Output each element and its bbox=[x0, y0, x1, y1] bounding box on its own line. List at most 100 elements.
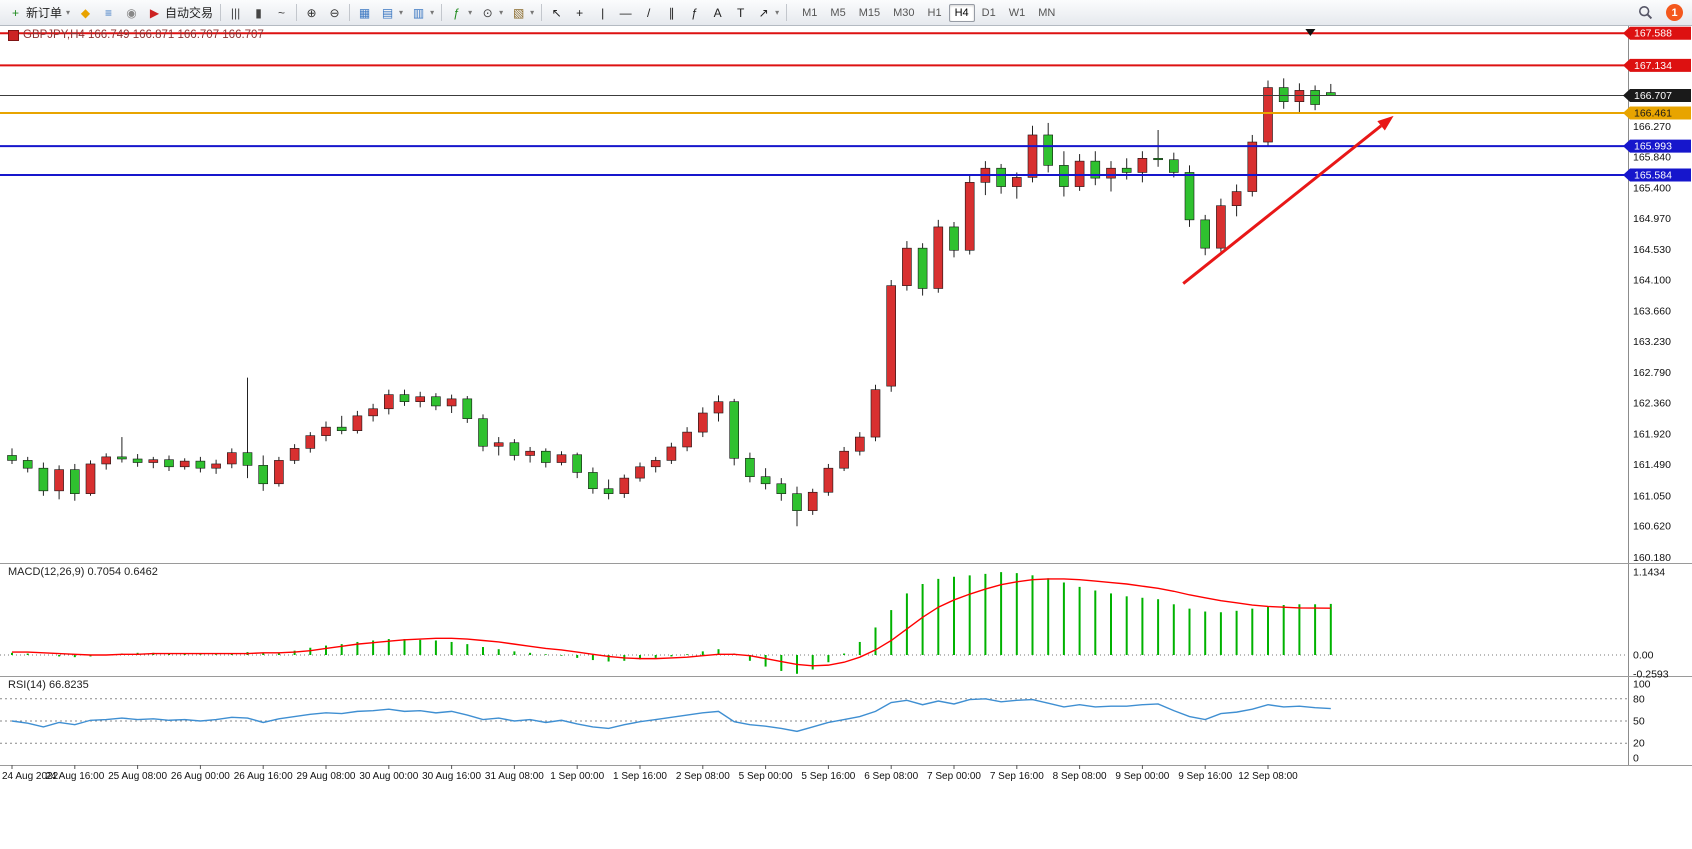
candle bbox=[964, 182, 975, 251]
y-axis-label: 160.620 bbox=[1633, 521, 1671, 533]
toolbar-separator bbox=[786, 4, 788, 21]
toolbar-separator bbox=[541, 4, 543, 21]
chart-shift-marker[interactable] bbox=[1305, 29, 1316, 36]
candle bbox=[572, 454, 583, 473]
x-axis-label: 5 Sep 00:00 bbox=[739, 771, 793, 782]
channel-icon: ∥ bbox=[668, 5, 675, 20]
candle bbox=[415, 396, 426, 402]
text-button[interactable]: A bbox=[706, 2, 729, 24]
periods-icon: ⊙ bbox=[482, 5, 493, 20]
candlestick-mode-button[interactable]: ▮ bbox=[247, 2, 270, 24]
candle bbox=[760, 476, 771, 485]
timeframe-m15[interactable]: M15 bbox=[858, 6, 881, 19]
timeframe-w1[interactable]: W1 bbox=[1008, 6, 1026, 19]
zoom-out-button[interactable]: ⊖ bbox=[323, 2, 346, 24]
candle bbox=[336, 426, 347, 431]
profiles-button[interactable]: ▥ ▾ bbox=[407, 2, 438, 24]
candle bbox=[870, 389, 881, 438]
y-axis-label: 160.180 bbox=[1633, 552, 1671, 564]
candle bbox=[1011, 177, 1022, 187]
x-axis-label: 6 Sep 08:00 bbox=[864, 771, 918, 782]
chart-svg[interactable]: 166.270 165.840 165.400 164.970 164.530 164.1… bbox=[0, 26, 1692, 849]
timeframe-m1[interactable]: M1 bbox=[802, 6, 818, 19]
refresh-button[interactable]: ◉ bbox=[120, 2, 143, 24]
line-chart-mode-button[interactable]: ~ bbox=[270, 2, 293, 24]
tile-windows-button[interactable]: ▦ bbox=[353, 2, 376, 24]
y-axis-label: 161.490 bbox=[1633, 459, 1671, 471]
arrows-button[interactable]: ↗ ▾ bbox=[752, 2, 783, 24]
candle bbox=[399, 394, 410, 402]
chart-title-text: GBPJPY,H4 166.749 166.871 166.707 166.70… bbox=[23, 29, 264, 41]
candle bbox=[854, 436, 865, 452]
candle bbox=[949, 226, 959, 251]
vertical-line-button[interactable]: | bbox=[591, 2, 614, 24]
y-axis-label: 163.660 bbox=[1633, 306, 1671, 318]
price-badge-label: 167.588 bbox=[1634, 28, 1672, 40]
new-chart-button[interactable]: ▤ ▾ bbox=[376, 2, 407, 24]
text-label-button[interactable]: T bbox=[729, 2, 752, 24]
price-badge bbox=[1623, 168, 1691, 182]
new-order-button[interactable]: + 新订单 ▾ bbox=[4, 2, 74, 24]
price-badge bbox=[1623, 89, 1691, 103]
candle bbox=[258, 465, 269, 485]
x-axis-label: 31 Aug 08:00 bbox=[485, 771, 544, 782]
crosshair-button[interactable]: + bbox=[568, 2, 591, 24]
candle bbox=[1247, 141, 1258, 192]
zoom-in-button[interactable]: ⊕ bbox=[300, 2, 323, 24]
autotrading-icon: ▶ bbox=[149, 5, 160, 20]
mql5-community-button[interactable]: ◆ bbox=[74, 2, 97, 24]
y-axis-label: 163.230 bbox=[1633, 336, 1671, 348]
channel-button[interactable]: ∥ bbox=[660, 2, 683, 24]
cursor-button[interactable]: ↖ bbox=[545, 2, 568, 24]
profiles-icon: ▥ bbox=[412, 5, 425, 20]
candle bbox=[635, 466, 645, 479]
candle bbox=[274, 460, 284, 485]
price-badge-label: 166.461 bbox=[1634, 107, 1672, 119]
data-window-button[interactable]: ≡ bbox=[97, 2, 120, 24]
timeframe-h1[interactable]: H1 bbox=[927, 6, 942, 19]
price-badge-label: 166.707 bbox=[1634, 90, 1672, 102]
trendline-button[interactable]: / bbox=[637, 2, 660, 24]
candle bbox=[1231, 191, 1242, 207]
trend-arrow[interactable] bbox=[1182, 124, 1383, 285]
fibonacci-button[interactable]: ƒ bbox=[683, 2, 706, 24]
new-chart-icon: ▤ bbox=[381, 5, 394, 20]
indicators-button[interactable]: ƒ ▾ bbox=[445, 2, 476, 24]
candle bbox=[792, 493, 802, 511]
bar-chart-mode-button[interactable]: ||| bbox=[224, 2, 247, 24]
templates-button[interactable]: ▧ ▾ bbox=[507, 2, 538, 24]
autotrading-button-label: 自动交易 bbox=[165, 6, 214, 20]
autotrading-button[interactable]: ▶ 自动交易 bbox=[143, 2, 217, 24]
x-axis-label: 26 Aug 16:00 bbox=[234, 771, 293, 782]
timeframe-mn[interactable]: MN bbox=[1038, 6, 1056, 19]
x-axis-label: 12 Sep 08:00 bbox=[1238, 771, 1298, 782]
timeframe-h4[interactable]: H4 bbox=[948, 3, 975, 22]
text-icon: A bbox=[713, 5, 722, 20]
candle bbox=[7, 455, 17, 461]
search-button[interactable] bbox=[1634, 2, 1657, 24]
candle bbox=[132, 458, 143, 463]
toolbar-separator bbox=[349, 4, 351, 21]
candle bbox=[383, 394, 394, 410]
horizontal-line-button[interactable]: — bbox=[614, 2, 637, 24]
toolbar-separator bbox=[220, 4, 222, 21]
candle bbox=[368, 408, 378, 417]
timeframe-group: M1 M5 M15 M30 H1 H4 D1 W1 MN bbox=[796, 3, 1061, 22]
y-axis-label: 161.920 bbox=[1633, 429, 1671, 441]
timeframe-m30[interactable]: M30 bbox=[893, 6, 915, 19]
price-badge bbox=[1623, 26, 1691, 40]
x-axis-label: 7 Sep 16:00 bbox=[990, 771, 1044, 782]
caret-down-icon: ▾ bbox=[66, 8, 71, 17]
timeframe-d1[interactable]: D1 bbox=[981, 6, 996, 19]
timeframe-m5[interactable]: M5 bbox=[830, 6, 846, 19]
candle bbox=[1027, 134, 1038, 178]
horizontal-line-icon: — bbox=[619, 5, 632, 20]
new-order-button-label: 新订单 bbox=[26, 6, 63, 20]
notification-badge[interactable]: 1 bbox=[1666, 4, 1683, 21]
candle bbox=[902, 247, 912, 286]
periods-button[interactable]: ⊙ ▾ bbox=[476, 2, 507, 24]
candle bbox=[745, 457, 755, 477]
x-axis-label: 24 Aug 2022 bbox=[2, 771, 59, 782]
x-axis-label: 26 Aug 00:00 bbox=[171, 771, 230, 782]
candle bbox=[211, 463, 221, 469]
